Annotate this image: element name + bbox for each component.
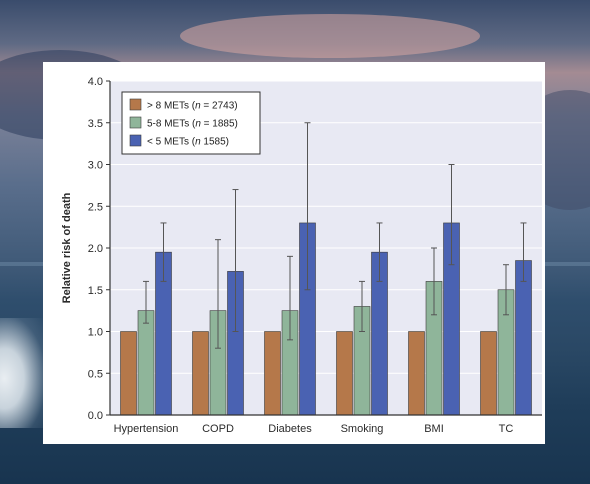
y-tick-label: 4.0 xyxy=(88,76,103,88)
bar xyxy=(408,331,425,416)
y-tick-label: 1.0 xyxy=(88,327,103,339)
bar-chart: 0.0 0.5 1.0 1.5 2.0 2.5 3.0 3.5 4.0 Hypertension… xyxy=(61,76,542,435)
gridlines xyxy=(110,80,542,416)
error-bars xyxy=(143,122,527,349)
legend-swatch xyxy=(129,116,142,129)
x-category-label: BMI xyxy=(424,423,444,435)
legend-label-part: n xyxy=(195,137,201,148)
y-tick-label: 3.0 xyxy=(88,160,103,172)
legend-label: 5-8 METs (n = 1885) xyxy=(147,119,238,130)
wave-splash xyxy=(0,318,44,428)
legend-label-part: = 2743) xyxy=(201,101,238,112)
x-category-label: COPD xyxy=(202,423,234,435)
legend: > 8 METs (n = 2743)5-8 METs (n = 1885)< … xyxy=(121,91,261,155)
y-axis-ticks: 0.0 0.5 1.0 1.5 2.0 2.5 3.0 3.5 4.0 xyxy=(88,76,110,422)
legend-label-part: 5-8 METs ( xyxy=(147,119,196,130)
bar xyxy=(515,260,532,416)
legend-label: < 5 METs (n 1585) xyxy=(147,137,229,148)
legend-box xyxy=(121,91,261,155)
y-tick-label: 1.5 xyxy=(88,285,103,297)
sunset-glow xyxy=(180,14,480,58)
y-axis-title: Relative risk of death xyxy=(61,192,73,303)
x-category-label: TC xyxy=(499,423,514,435)
y-tick-label: 0.0 xyxy=(88,410,103,422)
bar xyxy=(120,331,137,416)
legend-label-part: > 8 METs ( xyxy=(147,101,196,112)
legend-label-part: = 1885) xyxy=(201,119,238,130)
legend-label-part: n xyxy=(195,119,201,130)
x-category-label: Hypertension xyxy=(114,423,179,435)
legend-swatch xyxy=(129,134,142,147)
bar xyxy=(192,331,209,416)
x-category-label: Smoking xyxy=(341,423,384,435)
legend-label-part: < 5 METs ( xyxy=(147,137,196,148)
legend-label-part: n xyxy=(195,101,201,112)
y-tick-label: 3.5 xyxy=(88,118,103,130)
legend-label: > 8 METs (n = 2743) xyxy=(147,101,238,112)
chart-figure: 0.0 0.5 1.0 1.5 2.0 2.5 3.0 3.5 4.0 Hypertension… xyxy=(43,62,545,444)
legend-swatch xyxy=(129,98,142,111)
bar xyxy=(137,310,155,416)
bar xyxy=(336,331,353,416)
y-tick-label: 2.5 xyxy=(88,201,103,213)
legend-label-part: 1585) xyxy=(201,137,229,148)
y-tick-label: 0.5 xyxy=(88,368,103,380)
y-tick-label: 2.0 xyxy=(88,243,103,255)
bar xyxy=(480,331,497,416)
x-axis-category-labels: Hypertension COPD Diabetes Smoking BMI TC xyxy=(114,423,514,435)
x-category-label: Diabetes xyxy=(268,423,312,435)
bar xyxy=(264,331,281,416)
